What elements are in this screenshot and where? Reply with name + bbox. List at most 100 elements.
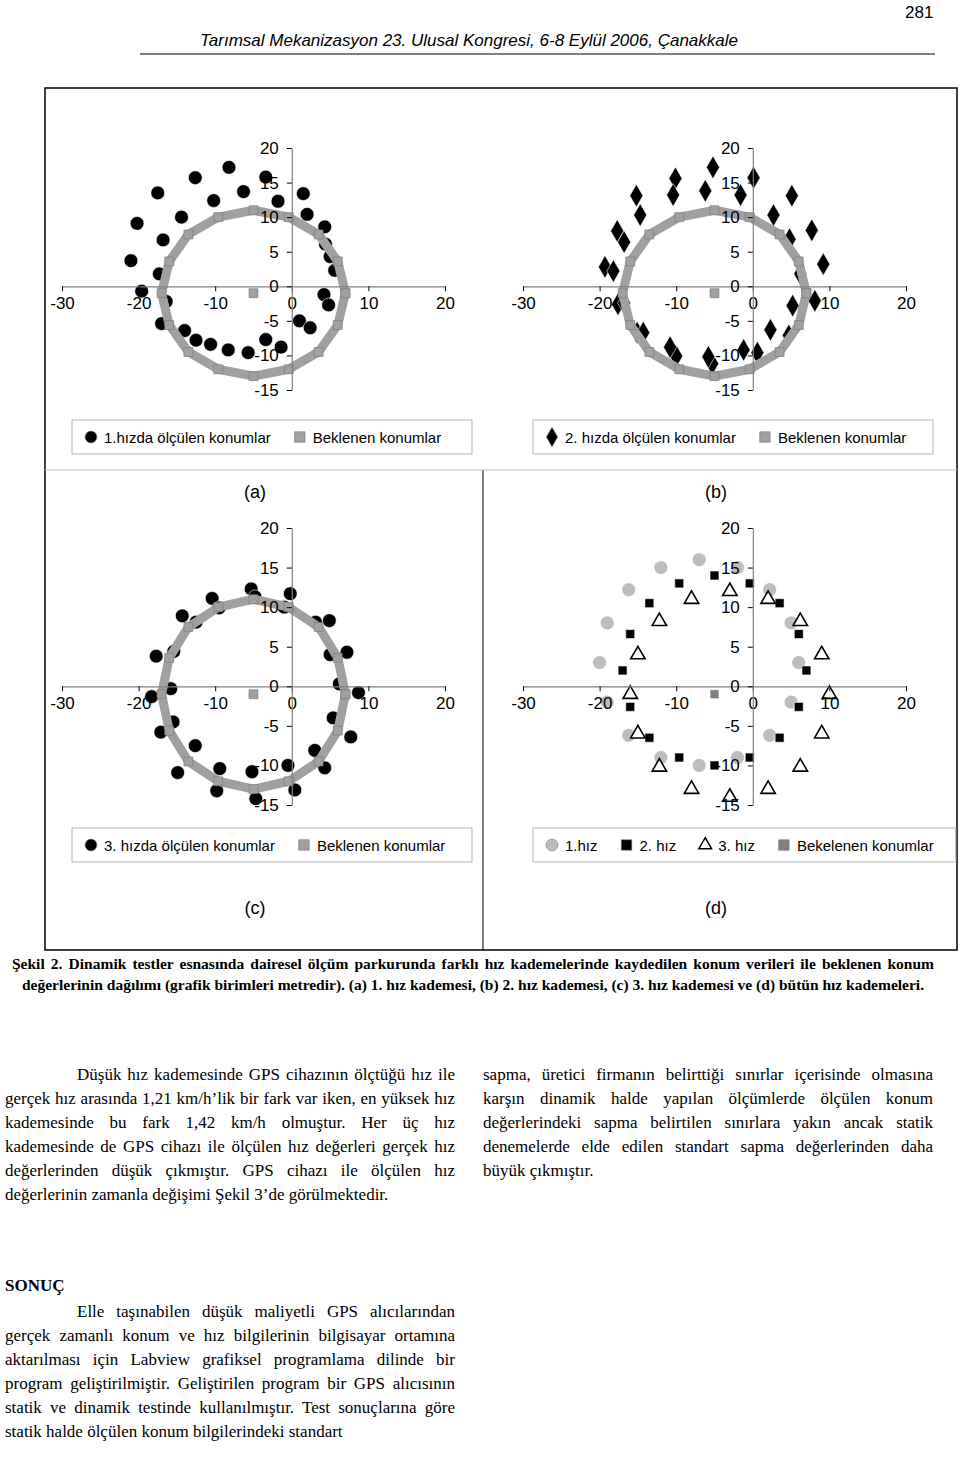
data-point [333,653,342,662]
data-point [189,333,203,347]
legend: 1.hızda ölçülen konumlar Beklenen konumla… [72,420,472,454]
legend-label: Beklenen konumlar [313,429,441,446]
data-point [341,289,350,298]
data-point [249,690,258,699]
tick-label: -10 [203,294,228,313]
tick-label: 20 [436,694,455,713]
tick-label: 15 [260,559,279,578]
tick-label: -30 [50,294,75,313]
data-point [151,186,165,200]
tick-mark [445,686,446,691]
data-point [204,337,218,351]
legend-marker [295,432,305,442]
data-point [303,321,317,335]
legend-marker [621,840,631,850]
tick-label: 10 [820,694,839,713]
legend-marker [546,839,558,851]
tick-mark [287,765,292,766]
tick-label: -20 [127,294,152,313]
axis-line [292,149,293,391]
tick: -5 [264,717,292,736]
tick: -10 [715,346,753,365]
tick-mark [287,528,292,529]
tick-mark [287,568,292,569]
data-point [314,622,323,631]
tick: 20 [436,686,455,713]
tick-label: 0 [730,677,739,696]
data-point [775,230,784,239]
tick-mark [748,286,753,287]
data-point [213,762,227,776]
legend-label: 1.hızda ölçülen konumlar [104,429,271,446]
data-point [775,733,784,742]
tick: -15 [715,796,753,815]
tick: -20 [127,686,152,713]
tick: 15 [260,174,292,193]
legend: 2. hızda ölçülen konumlarBeklenen konuml… [533,420,933,454]
tick-mark [748,765,753,766]
data-point [249,595,258,604]
data-point [793,759,807,771]
data-point [333,257,342,266]
tick: -30 [511,286,536,313]
data-point [207,194,221,208]
paragraph: Düşük hız kademesinde GPS cihazının ölçt… [5,1063,455,1207]
data-point [675,213,684,222]
data-point [684,591,698,603]
tick: 5 [269,243,291,262]
legend-label: 2. hızda ölçülen konumlar [565,429,736,446]
data-point [618,289,627,298]
chart-panel: -30-20-1001020-15-10-5051015201.hızda öl… [50,139,472,502]
tick-mark [748,726,753,727]
axis-line [63,686,446,687]
tick-mark [906,686,907,691]
tick-label: -20 [588,694,613,713]
tick: 20 [897,686,916,713]
tick: 20 [260,519,292,538]
data-point [214,777,223,786]
data-point [626,321,635,330]
tick-mark [287,390,292,391]
axis-line [524,686,907,687]
tick: -5 [725,312,753,331]
y-axis: -15-10-505101520 [254,139,292,400]
data-point [692,759,706,773]
tick: 20 [721,519,753,538]
tick-mark [523,286,524,291]
data-point [188,739,202,753]
legend-label: Bekelenen konumlar [797,837,934,854]
data-point [785,184,798,207]
legend-marker [760,432,770,442]
data-point [675,579,684,588]
tick: 10 [359,286,378,313]
chart-panel: -30-20-1001020-15-10-5051015202. hızda ö… [511,139,933,502]
tick-label: 15 [260,174,279,193]
data-point [300,207,314,221]
legend-label: 2. hız [640,837,677,854]
caption-text: Dinamik testler esnasında dairesel ölçüm… [22,955,934,993]
tick-label: 10 [359,694,378,713]
legend-marker [85,839,97,851]
tick-label: 20 [721,519,740,538]
tick: -20 [588,686,613,713]
tick-label: 20 [721,139,740,158]
caption-label: Şekil 2. [12,955,62,972]
data-point [249,372,258,381]
data-point [344,730,358,744]
legend-label: 3. hızda ölçülen konumlar [104,837,275,854]
data-point [702,345,715,368]
tick-mark [748,148,753,149]
tick-label: 20 [897,294,916,313]
data-point [130,216,144,230]
tick-mark [287,148,292,149]
section-heading: SONUÇ [5,1276,65,1296]
data-point [763,728,777,742]
data-point [607,260,620,283]
tick-label: -10 [715,756,740,775]
tick-label: 0 [269,677,278,696]
plot-marks [593,553,837,802]
tick-label: -10 [254,346,279,365]
tick: 5 [730,638,752,657]
data-point [214,365,223,374]
legend-marker [85,431,97,443]
